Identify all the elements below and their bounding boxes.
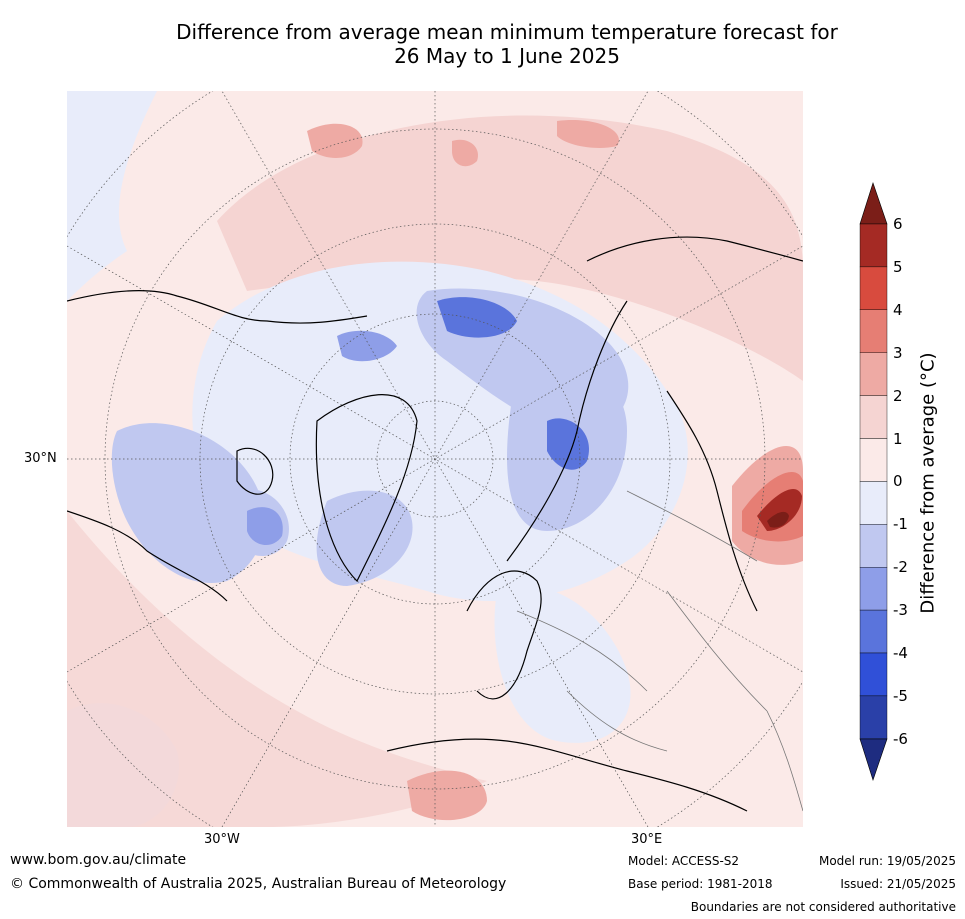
anomaly-light-red-band xyxy=(217,115,803,382)
colorbar-box-m6_m5 xyxy=(859,695,888,740)
colorbar-tick-label: -3 xyxy=(893,601,908,620)
colorbar-tick-label: 2 xyxy=(893,386,903,405)
colorbar-box-m2_m1 xyxy=(859,524,888,568)
anomaly-red-pacific-2 xyxy=(452,139,478,167)
colorbar-over-arrow xyxy=(859,182,888,225)
chart-title: Difference from average mean minimum tem… xyxy=(66,20,948,68)
colorbar-tick-label: 5 xyxy=(893,257,903,276)
anomaly-red-pacific-1 xyxy=(307,123,363,158)
colorbar-label: Difference from average (°C) xyxy=(917,352,939,614)
colorbar-box-m3_m2 xyxy=(859,567,888,611)
anomaly-light-blue-europe xyxy=(494,585,631,743)
anomaly-red-pacific-3 xyxy=(557,120,619,148)
title-line-2: 26 May to 1 June 2025 xyxy=(394,44,620,68)
colorbar-box-1_2 xyxy=(859,395,888,439)
graticule xyxy=(67,91,803,827)
model-text: Model: ACCESS-S2 xyxy=(628,854,740,868)
colorbar-tick-label: 3 xyxy=(893,343,903,362)
colorbar-tick-label: 4 xyxy=(893,300,903,319)
colorbar-box-2_3 xyxy=(859,352,888,396)
colorbar-box-5_6 xyxy=(859,223,888,268)
anomaly-deep-blue-canada xyxy=(337,330,397,362)
anomaly-mid-blue-america xyxy=(111,423,265,583)
disclaimer-text: Boundaries are not considered authoritat… xyxy=(690,900,956,914)
anomaly-deep-blue-hudson xyxy=(247,507,283,546)
copyright-text: © Commonwealth of Australia 2025, Austra… xyxy=(10,876,507,892)
model-run-text: Model run: 19/05/2025 xyxy=(818,854,956,868)
colorbar-tick-label: 6 xyxy=(893,215,903,233)
colorbar-tick-label: -2 xyxy=(893,558,908,577)
colorbar-box-m1_0 xyxy=(859,481,888,525)
anomaly-red-africa xyxy=(407,770,487,821)
anomaly-deep-blue-ural xyxy=(547,418,589,470)
anomaly-light-red-south xyxy=(67,511,487,827)
colorbar-tick-label: -5 xyxy=(893,686,908,705)
coastlines xyxy=(67,236,803,812)
anomaly-red-asia-4 xyxy=(767,511,789,528)
colorbar-boxes xyxy=(859,223,888,740)
lat-label-30n: 30°N xyxy=(24,451,57,466)
colorbar-tick-label: 1 xyxy=(893,429,903,448)
anomaly-light-blue-west xyxy=(67,91,157,301)
colorbar-box-4_5 xyxy=(859,266,888,311)
colorbar-box-m5_m4 xyxy=(859,652,888,697)
colorbar-tick-label: -4 xyxy=(893,644,908,662)
colorbar-under-arrow xyxy=(859,738,888,781)
colorbar xyxy=(850,180,930,790)
title-line-1: Difference from average mean minimum tem… xyxy=(176,20,838,44)
lon-label-30w: 30°W xyxy=(204,832,240,847)
lon-label-30e: 30°E xyxy=(631,832,663,847)
website-link[interactable]: www.bom.gov.au/climate xyxy=(10,852,187,868)
anomaly-deep-blue-taymyr xyxy=(437,297,517,338)
polar-map xyxy=(67,91,803,827)
base-period-text: Base period: 1981-2018 xyxy=(628,877,773,891)
issued-text: Issued: 21/05/2025 xyxy=(840,877,956,891)
colorbar-tick-label: -1 xyxy=(893,515,908,534)
colorbar-box-0_1 xyxy=(859,438,888,482)
colorbar-box-3_4 xyxy=(859,309,888,353)
map-canvas xyxy=(67,91,803,827)
colorbar-box-m4_m3 xyxy=(859,609,888,654)
country-borders xyxy=(516,490,803,812)
colorbar-tick-label: 0 xyxy=(893,472,903,491)
colorbar-tick-label: -6 xyxy=(893,729,908,748)
